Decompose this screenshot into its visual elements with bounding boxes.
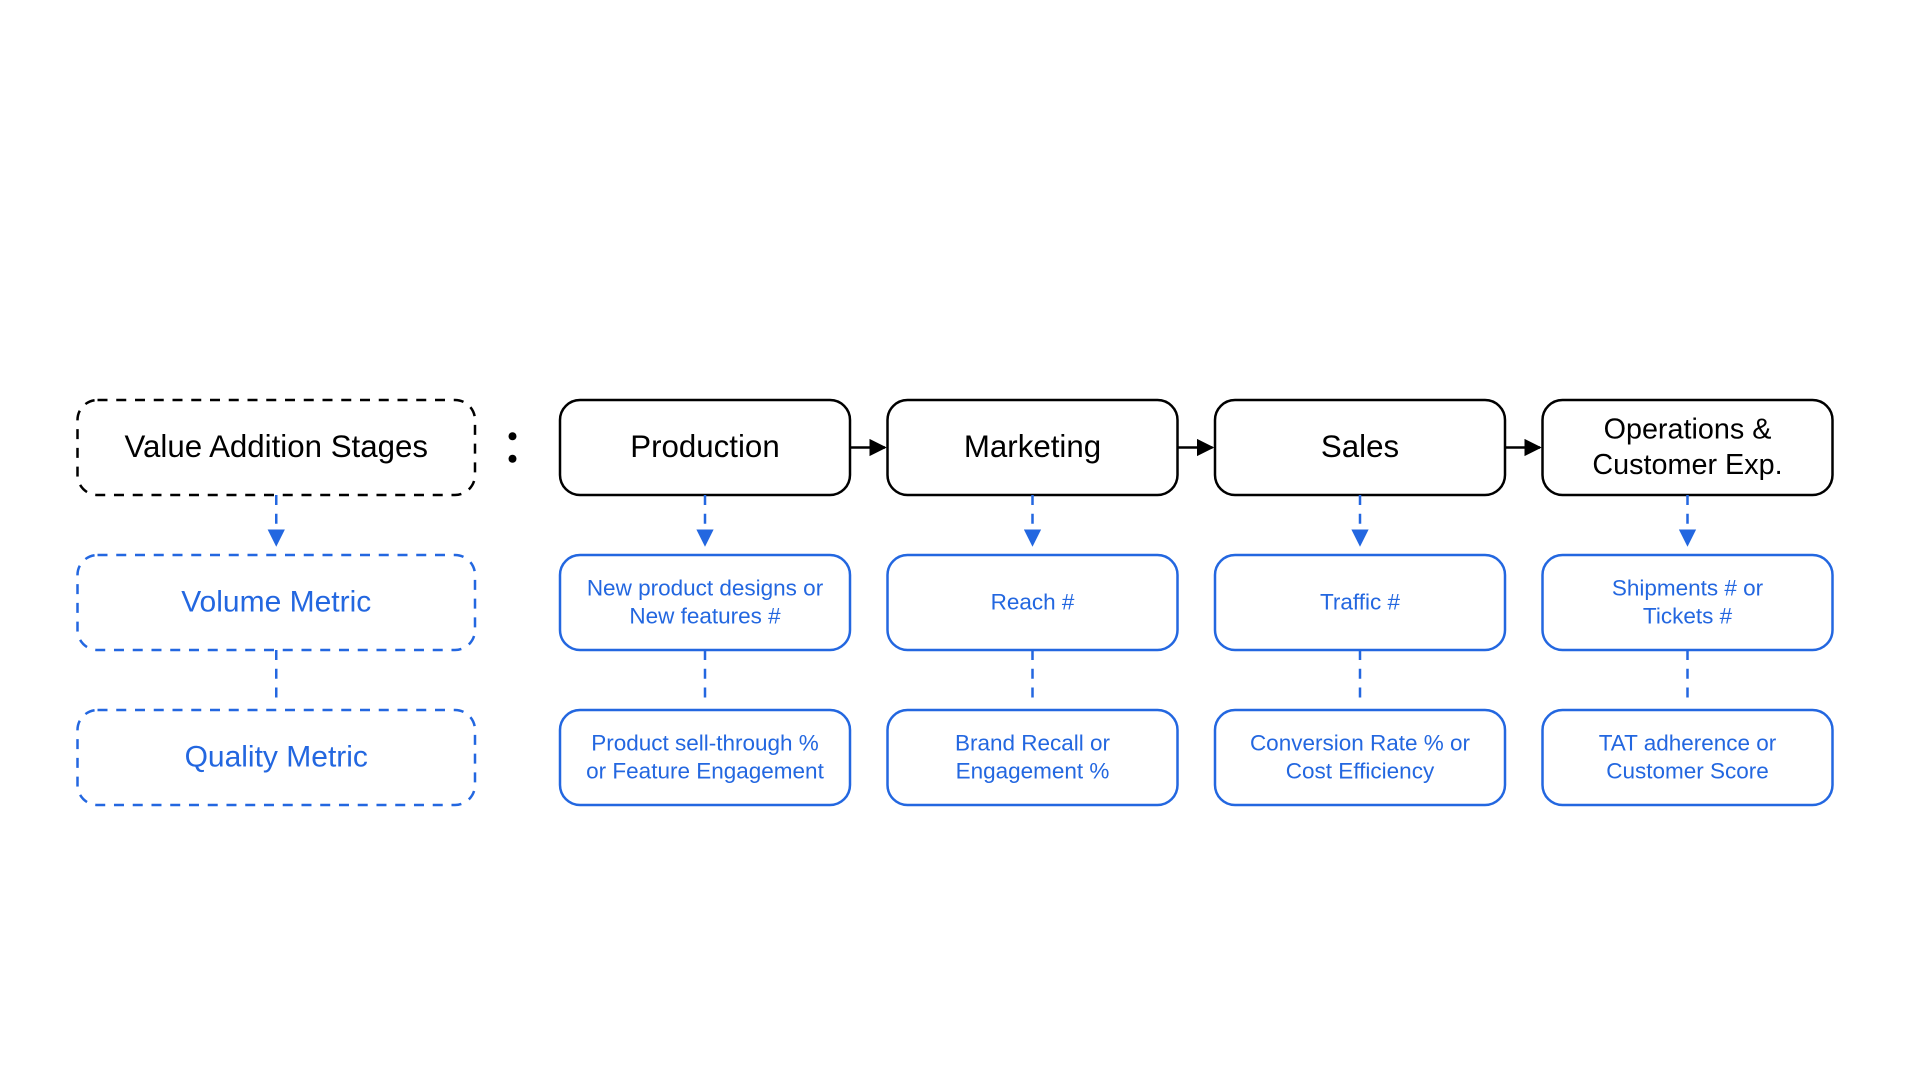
stage-operations-quality-box: [1543, 710, 1833, 805]
stage-sales-quality-label-line1: Conversion Rate % or: [1250, 731, 1471, 756]
stage-sales-quality-label-line2: Cost Efficiency: [1286, 759, 1435, 784]
stage-production-quality-label-line1: Product sell-through %: [591, 731, 819, 756]
stage-marketing-quality-label-line1: Brand Recall or: [955, 731, 1111, 756]
stage-operations-volume-label-line1: Shipments # or: [1612, 576, 1764, 601]
stage-operations-quality-label-line1: TAT adherence or: [1599, 731, 1777, 756]
stage-sales-quality-box: [1215, 710, 1505, 805]
legend-header-label: Value Addition Stages: [125, 429, 428, 464]
value-stages-diagram: Value Addition Stages Volume Metric Qualit…: [0, 0, 1920, 1080]
stage-production-volume-label-line1: New product designs or: [587, 576, 824, 601]
stage-sales-header-label: Sales: [1321, 429, 1399, 464]
stage-production-header-label: Production: [630, 429, 779, 464]
stage-marketing-quality-label-line2: Engagement %: [956, 759, 1110, 784]
stage-operations-quality-label-line2: Customer Score: [1606, 759, 1769, 784]
stage-operations-volume-label-line2: Tickets #: [1643, 604, 1733, 629]
legend-volume-label: Volume Metric: [181, 586, 371, 619]
stage-operations-volume-box: [1543, 555, 1833, 650]
stage-marketing-volume-label: Reach #: [991, 590, 1075, 615]
stage-production-volume-box: [560, 555, 850, 650]
colon-dot-bottom: [509, 455, 517, 463]
stage-production-volume-label-line2: New features #: [629, 604, 781, 629]
stage-marketing-header-label: Marketing: [964, 429, 1101, 464]
stage-operations-header-label-line1: Operations &: [1604, 414, 1772, 446]
stage-operations-header-label-line2: Customer Exp.: [1592, 449, 1782, 481]
stage-production-quality-label-line2: or Feature Engagement: [586, 759, 824, 784]
legend-quality-label: Quality Metric: [185, 741, 368, 774]
stage-sales-volume-label: Traffic #: [1320, 590, 1401, 615]
colon-dot-top: [509, 432, 517, 440]
stage-marketing-quality-box: [888, 710, 1178, 805]
stage-production-quality-box: [560, 710, 850, 805]
